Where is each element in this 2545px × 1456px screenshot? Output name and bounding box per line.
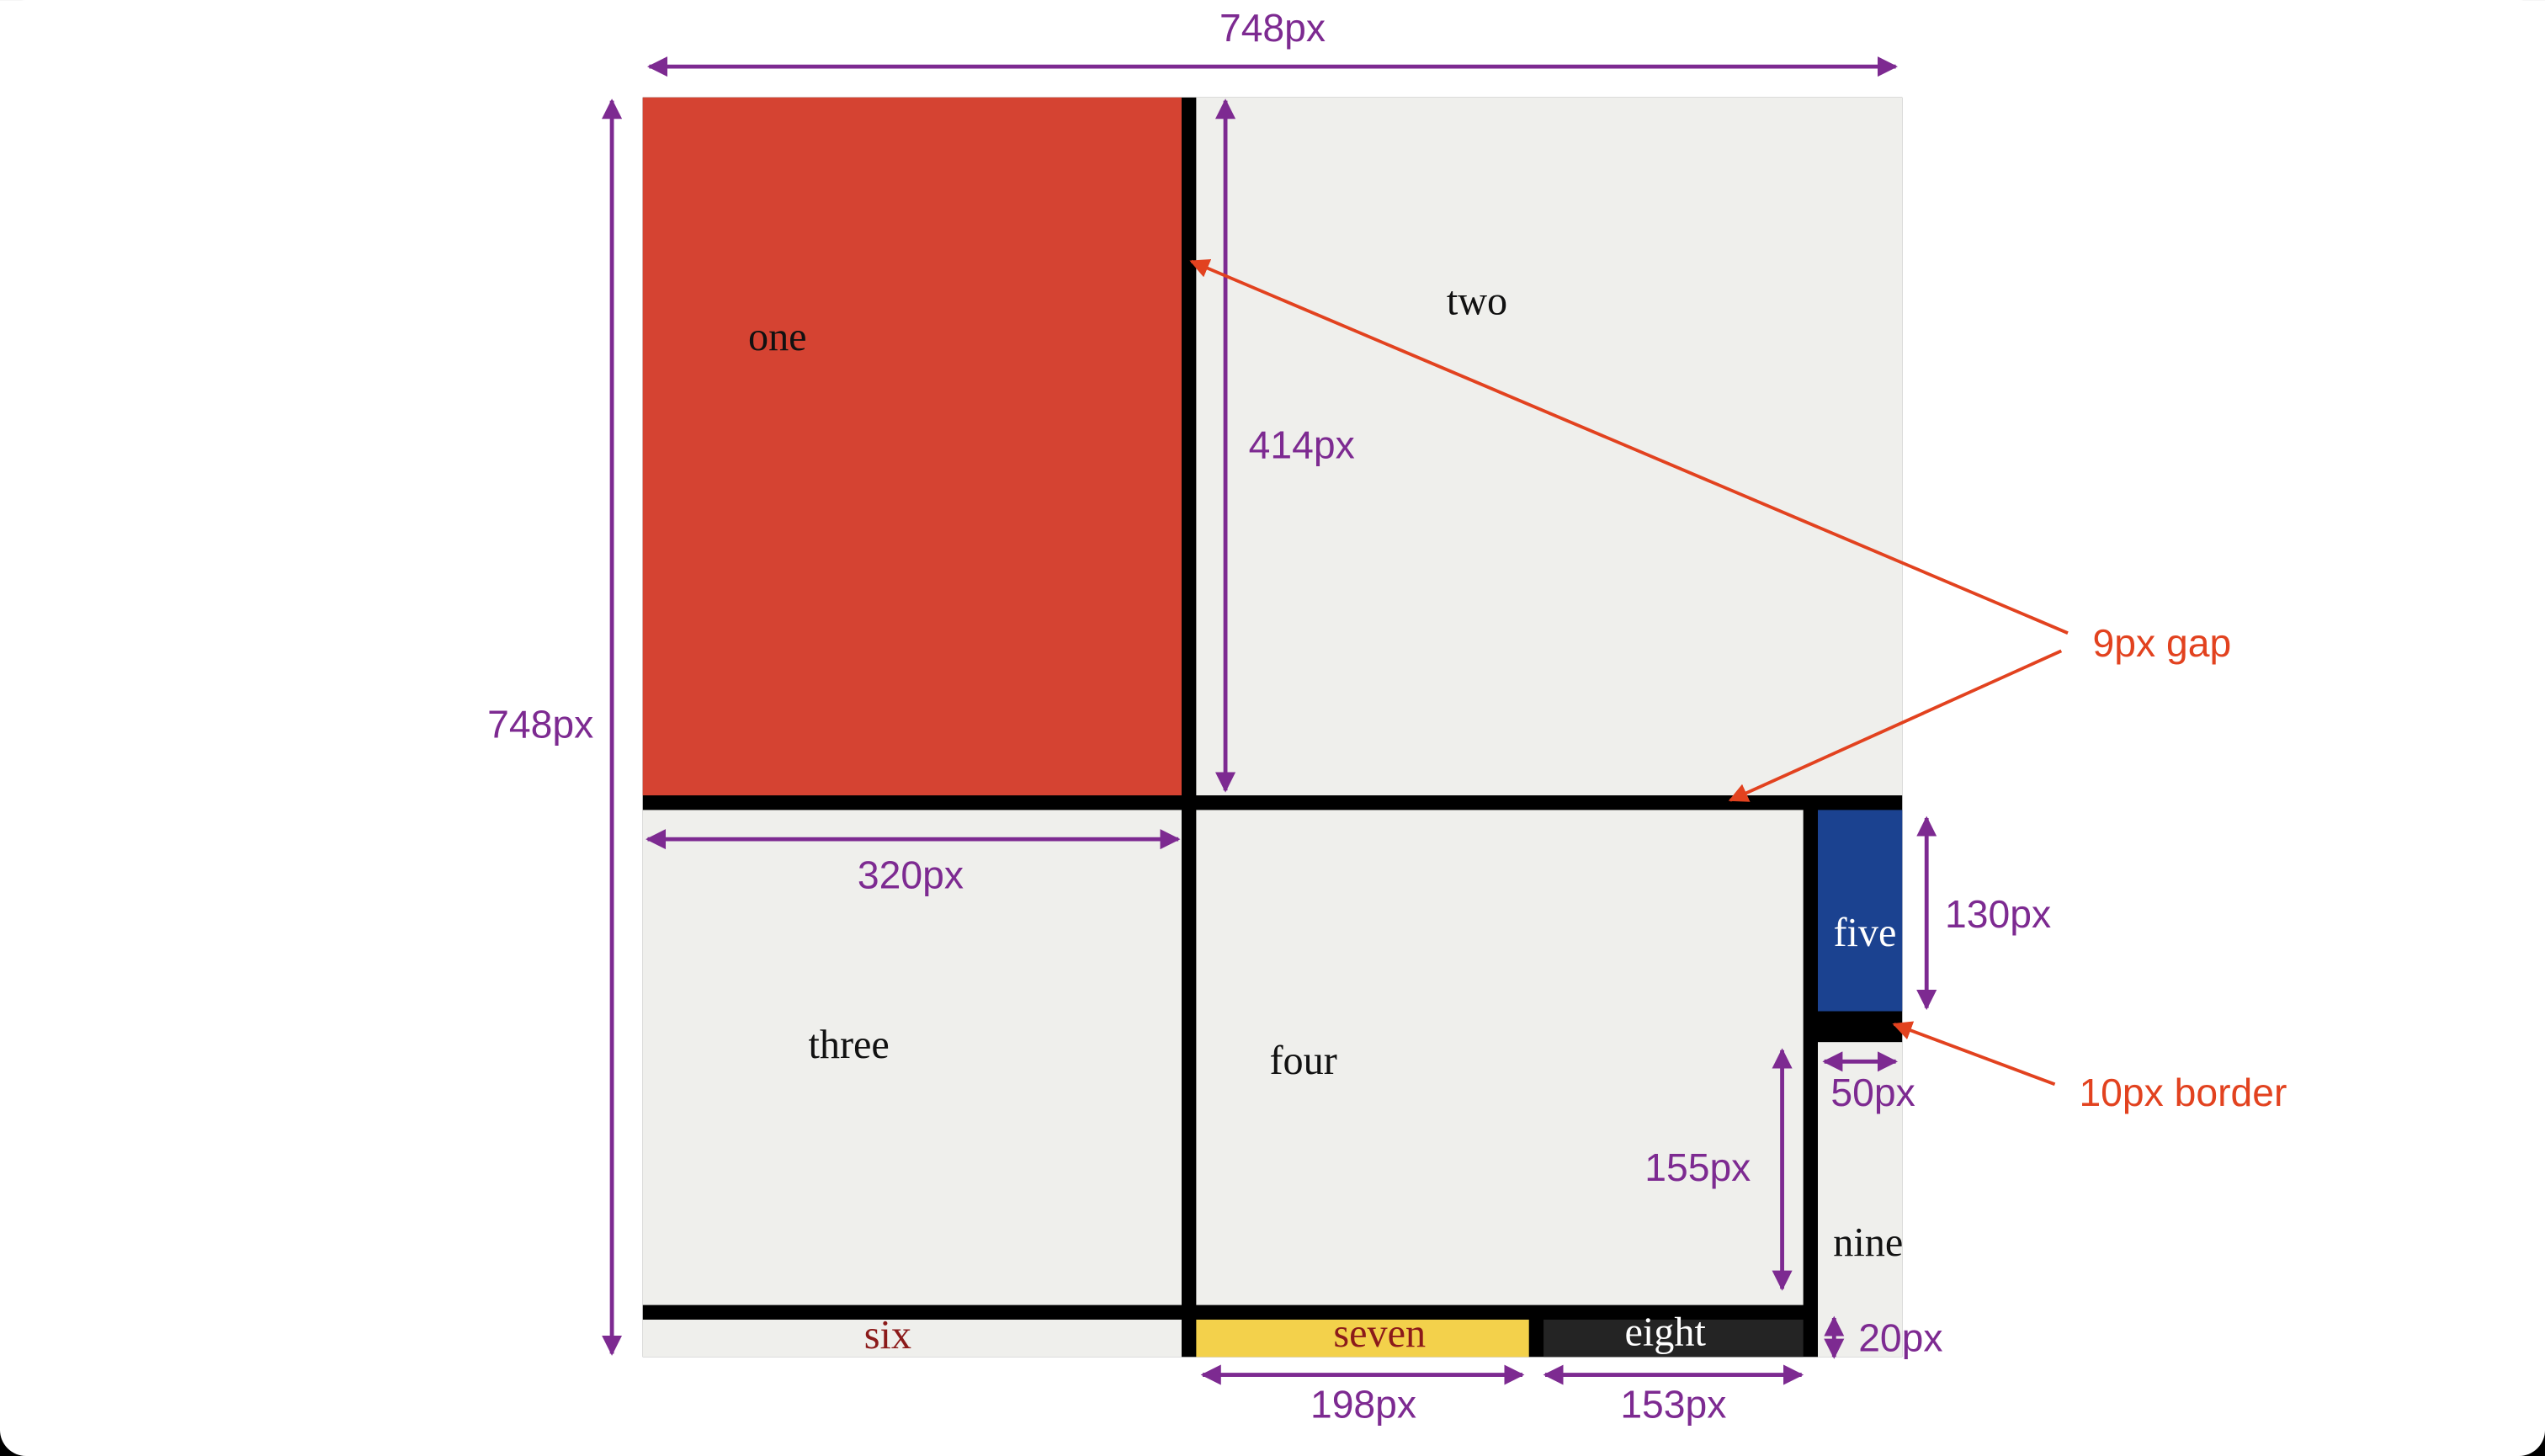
callout-label: 10px border — [2079, 1071, 2287, 1114]
cell-label: four — [1269, 1039, 1336, 1083]
cell-label: seven — [1333, 1311, 1426, 1356]
callout-label: 9px gap — [2093, 621, 2232, 665]
dimension-label: 414px — [1249, 423, 1355, 467]
callout-arrow — [1189, 259, 2069, 635]
cell-label: three — [808, 1023, 889, 1067]
cell-nine — [1818, 1042, 1903, 1358]
dimension-label: 20px — [1858, 1315, 1942, 1359]
callout-arrow — [1892, 1021, 2056, 1087]
cell-three — [642, 810, 1182, 1305]
dimension-label: 320px — [858, 853, 964, 897]
dimension-label: 155px — [1644, 1145, 1751, 1189]
dimension-label: 50px — [1830, 1071, 1915, 1114]
cell-one — [642, 97, 1182, 796]
cell-label: five — [1833, 911, 1896, 955]
dimension-label: 748px — [487, 702, 593, 746]
cell-label: nine — [1833, 1220, 1903, 1265]
window-top — [0, 0, 2545, 66]
dimension-label: 130px — [1945, 892, 2051, 936]
cell-four — [1196, 810, 1804, 1305]
grid: one two three four five six seven eight … — [642, 97, 1903, 1358]
cell-two — [1196, 97, 1903, 796]
cell-eight — [1543, 1319, 1804, 1358]
callouts: 9px gap 10px border — [1189, 259, 2287, 1114]
callout-arrow — [1728, 649, 2063, 802]
cell-five — [1818, 810, 1903, 1012]
cell-label: two — [1447, 279, 1507, 324]
cell-label: eight — [1625, 1310, 1707, 1354]
dimension-label: 198px — [1310, 1382, 1416, 1426]
cell-label: one — [748, 315, 807, 359]
cell-six — [642, 1319, 1182, 1358]
cell-label: six — [864, 1313, 911, 1358]
dimensions: 748px 748px 414px 320px 130px 50px 155px… — [487, 6, 2051, 1426]
dimension-label: 748px — [1219, 6, 1326, 50]
cell-seven — [1196, 1319, 1529, 1358]
dimension-label: 153px — [1620, 1382, 1726, 1426]
